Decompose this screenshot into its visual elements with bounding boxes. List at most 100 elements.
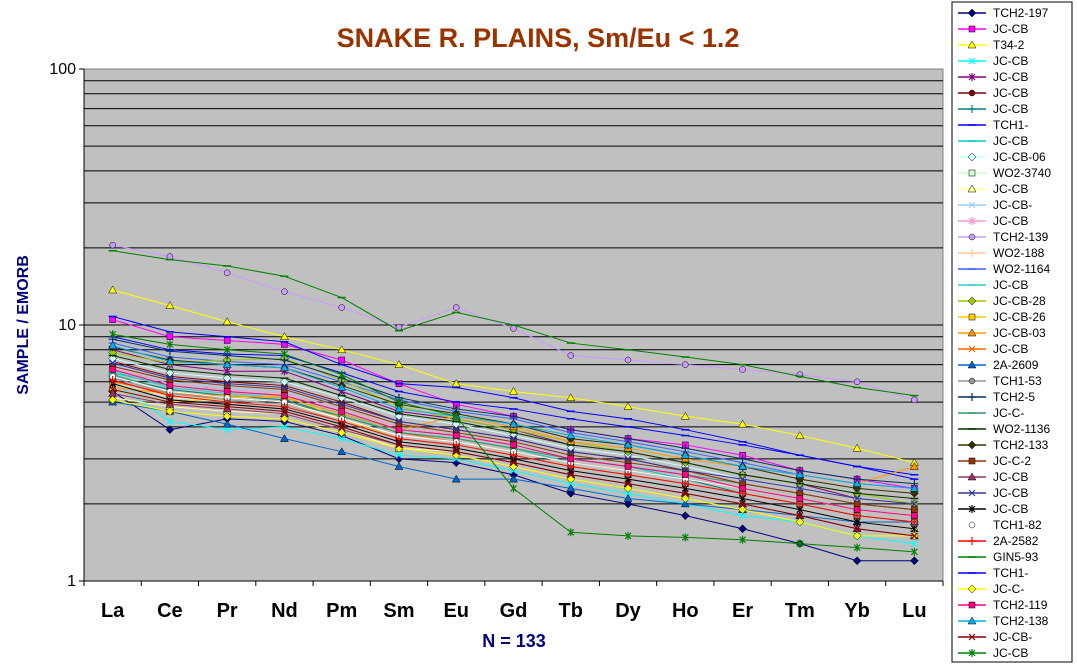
legend-label: TCH2-138: [993, 614, 1049, 628]
legend-entry: TCH2-5: [958, 390, 1035, 404]
data-point: [680, 499, 690, 508]
data-point: [910, 540, 918, 548]
legend-marker: [967, 440, 977, 450]
legend-marker: [967, 184, 977, 193]
data-point: [337, 382, 347, 391]
data-point: [338, 435, 346, 443]
data-point: [623, 499, 633, 509]
data-point: [738, 454, 747, 463]
legend-marker: [968, 633, 976, 641]
data-point: [222, 419, 232, 428]
data-point: [796, 495, 804, 502]
data-point: [166, 374, 174, 382]
data-point: [911, 506, 918, 513]
legend-entry: TCH2-133: [958, 438, 1049, 452]
data-point: [910, 547, 918, 556]
legend-marker: [968, 521, 976, 529]
data-point: [510, 325, 517, 332]
legend-marker: [967, 616, 977, 625]
legend-entry: TCH2-119: [958, 598, 1048, 612]
legend-label: JC-CB: [993, 646, 1028, 660]
data-point: [281, 350, 288, 359]
legend-entry: JC-CB: [958, 646, 1028, 660]
data-point: [909, 462, 919, 470]
legend-entry: TCH2-197: [958, 6, 1049, 20]
legend-entry: JC-CB: [958, 486, 1028, 500]
legend-label: TCH2-119: [993, 598, 1048, 612]
x-axis-label: N = 133: [482, 631, 546, 651]
data-point: [166, 418, 174, 425]
legend-entry: JC-CB: [958, 342, 1028, 356]
legend-entry: GIN5-93: [958, 550, 1039, 564]
legend-entry: JC-CB: [958, 70, 1028, 84]
legend-label: JC-CB: [993, 502, 1028, 516]
data-point: [852, 443, 862, 452]
data-point: [910, 500, 918, 508]
data-point: [681, 489, 689, 497]
data-point: [738, 462, 747, 470]
data-point: [165, 347, 174, 356]
legend-marker: [968, 249, 976, 257]
data-point: [338, 370, 346, 379]
data-point: [338, 423, 346, 431]
legend-label: TCH1-: [993, 566, 1028, 580]
legend-entry: JC-CB: [958, 278, 1028, 292]
legend-marker: [967, 296, 977, 306]
x-tick-label: Ce: [157, 600, 183, 622]
data-point: [624, 463, 632, 470]
legend-entry: WO2-1136: [958, 422, 1050, 436]
data-point: [852, 556, 862, 566]
data-point: [567, 352, 575, 359]
legend-label: JC-C-2: [993, 454, 1031, 468]
data-point: [165, 391, 174, 400]
legend-label: JC-CB-: [993, 198, 1032, 212]
legend-entry: T34-2: [958, 38, 1025, 52]
data-point: [451, 474, 461, 483]
data-point: [853, 500, 861, 508]
legend-marker: [968, 457, 976, 465]
data-point: [623, 494, 633, 502]
legend-label: JC-CB-: [993, 630, 1032, 644]
legend-entry: TCH2-139: [958, 230, 1049, 244]
legend-entry: 2A-2582: [958, 534, 1039, 548]
data-point: [566, 462, 575, 471]
legend-marker: [968, 393, 976, 401]
data-point: [166, 398, 174, 406]
x-tick-label: Nd: [271, 600, 298, 622]
legend-marker: [967, 472, 977, 481]
legend-label: JC-CB: [993, 54, 1028, 68]
data-point: [624, 489, 632, 497]
data-point: [853, 495, 861, 502]
legend-entry: TCH1-: [958, 118, 1028, 132]
data-point: [452, 432, 460, 439]
data-point: [109, 366, 116, 373]
series-40: [109, 386, 918, 540]
legend-label: WO2-188: [993, 246, 1045, 260]
legend-entry: JC-CB: [958, 470, 1028, 484]
legend-label: TCH1-53: [993, 374, 1042, 388]
data-point: [910, 524, 918, 533]
data-point: [567, 448, 575, 456]
data-point: [281, 288, 288, 295]
legend-entry: JC-CB: [958, 214, 1028, 228]
data-point: [452, 426, 460, 434]
data-point: [166, 333, 174, 340]
data-point: [395, 426, 403, 433]
data-point: [509, 386, 518, 395]
data-point: [337, 447, 347, 455]
data-point: [911, 396, 918, 404]
data-point: [451, 379, 461, 387]
data-point: [795, 517, 805, 527]
chart-title: SNAKE R. PLAINS, Sm/Eu < 1.2: [337, 23, 740, 53]
legend-label: JC-CB-06: [993, 150, 1046, 164]
data-point: [108, 341, 118, 349]
data-point: [624, 356, 632, 364]
x-tick-label: Pr: [217, 600, 238, 622]
legend-label: TCH2-5: [993, 390, 1035, 404]
series-27: [108, 354, 919, 500]
data-point: [280, 377, 289, 387]
data-point: [223, 380, 231, 388]
legend-entry: JC-CB-28: [958, 294, 1046, 308]
data-point: [680, 511, 690, 521]
data-point: [853, 543, 861, 552]
